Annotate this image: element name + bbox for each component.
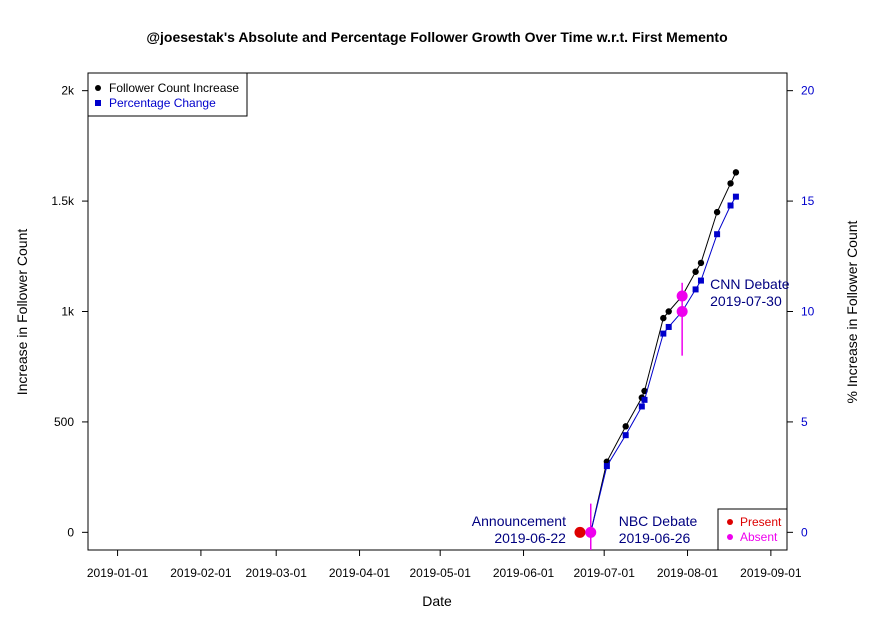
x-tick-label: 2019-05-01 [409,566,471,580]
data-point [660,314,667,322]
status-legend-label: Absent [740,530,778,544]
y-tick-label-left: 1.5k [51,194,75,208]
data-point [641,396,648,403]
status-point-absent [676,290,688,302]
data-point [660,330,667,337]
y-tick-label-right: 0 [801,525,808,539]
x-tick-label: 2019-09-01 [740,566,802,580]
y-tick-label-left: 1k [61,305,75,319]
x-tick-label: 2019-02-01 [170,566,232,580]
x-tick-label: 2019-08-01 [657,566,719,580]
data-point [697,259,705,267]
data-point [665,323,672,330]
x-tick-label: 2019-04-01 [329,566,391,580]
annotation-line: CNN Debate [710,276,790,292]
data-point [713,208,721,216]
data-point [714,231,721,238]
data-point [622,423,629,430]
legend-box [87,72,248,117]
data-point [692,286,699,293]
y-tick-label-right: 20 [801,84,815,98]
data-point [638,403,645,410]
y-axis-right: 0 5 10 15 20 [787,84,815,539]
legend-label: Follower Count Increase [109,81,239,95]
y-tick-label-right: 5 [801,415,808,429]
x-tick-label: 2019-06-01 [493,566,555,580]
x-tick-label: 2019-07-01 [573,566,635,580]
y-tick-label-right: 10 [801,305,815,319]
status-legend-box [717,508,788,551]
legend-label: Percentage Change [109,96,216,110]
data-point [732,169,740,176]
x-axis-label: Date [422,593,452,609]
y-axis-label-left: Increase in Follower Count [14,229,30,396]
annotation-line: NBC Debate [619,513,698,529]
series-layer [576,169,740,536]
data-point [727,202,734,209]
status-point-absent [585,526,597,538]
annotation-line: 2019-06-26 [619,530,691,546]
data-point [697,277,704,284]
data-point [622,432,629,439]
series-line [579,196,737,533]
y-tick-label-right: 15 [801,194,815,208]
y-tick-label-left: 0 [67,525,74,539]
data-point [603,463,610,470]
status-legend-marker [727,534,733,540]
y-axis-label-right: % Increase in Follower Count [844,220,860,403]
status-point-absent [676,306,688,317]
data-point [692,268,699,275]
x-tick-label: 2019-01-01 [87,566,149,580]
series-line [579,172,737,533]
x-tick-label: 2019-03-01 [245,566,307,580]
chart-title: @joesestak's Absolute and Percentage Fol… [146,29,727,45]
status-legend-label: Present [740,515,782,529]
legend-marker [95,100,101,106]
y-axis-left: 0 500 1k 1.5k 2k [51,84,88,539]
annotation-line: 2019-07-30 [710,293,782,309]
y-tick-label-left: 2k [61,84,75,98]
annotation-line: 2019-06-22 [494,530,566,546]
data-point [727,180,734,187]
status-points [574,290,688,538]
x-axis: 2019-01-01 2019-02-01 2019-03-01 2019-04-01… [87,550,802,580]
data-point [665,308,672,315]
status-point-present [574,526,586,538]
annotation-line: Announcement [472,513,566,529]
data-point [732,193,739,200]
legend-marker [95,85,101,91]
y-tick-label-left: 500 [54,415,74,429]
status-legend-marker [727,519,733,525]
